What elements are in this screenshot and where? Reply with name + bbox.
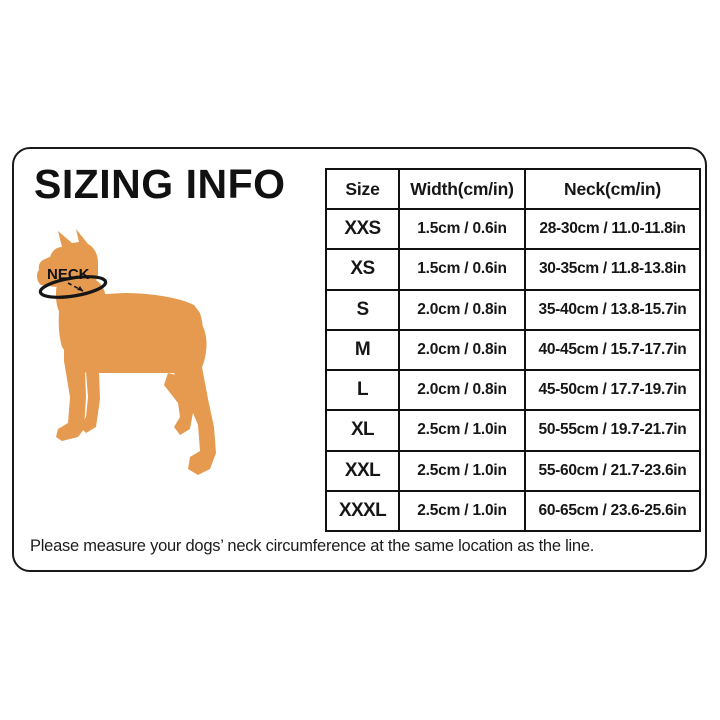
table-row: XXL 2.5cm / 1.0in 55-60cm / 21.7-23.6in — [325, 449, 701, 492]
cell-size: XL — [325, 409, 400, 452]
cell-size: XS — [325, 248, 400, 291]
column-header-size: Size — [325, 168, 400, 210]
column-header-width: Width(cm/in) — [398, 168, 526, 210]
cell-neck: 60-65cm / 23.6-25.6in — [524, 489, 701, 533]
measurement-instruction: Please measure your dogs’ neck circumfer… — [30, 537, 595, 555]
cell-neck: 55-60cm / 21.7-23.6in — [524, 449, 701, 492]
cell-width: 2.0cm / 0.8in — [398, 328, 526, 372]
cell-width: 2.0cm / 0.8in — [398, 368, 526, 412]
cell-neck: 35-40cm / 13.8-15.7in — [524, 288, 701, 331]
size-table: Size Width(cm/in) Neck(cm/in) XXS 1.5cm … — [325, 168, 701, 533]
cell-neck: 50-55cm / 19.7-21.7in — [524, 409, 701, 452]
table-row: S 2.0cm / 0.8in 35-40cm / 13.8-15.7in — [325, 288, 701, 331]
neck-measure-ellipse — [38, 275, 108, 299]
dog-illustration: NECK — [28, 221, 318, 526]
cell-neck: 28-30cm / 11.0-11.8in — [524, 207, 701, 251]
table-row: M 2.0cm / 0.8in 40-45cm / 15.7-17.7in — [325, 328, 701, 372]
table-row: L 2.0cm / 0.8in 45-50cm / 17.7-19.7in — [325, 368, 701, 412]
table-row: XXXL 2.5cm / 1.0in 60-65cm / 23.6-25.6in — [325, 489, 701, 533]
cell-width: 1.5cm / 0.6in — [398, 248, 526, 291]
cell-width: 1.5cm / 0.6in — [398, 207, 526, 251]
table-row: XS 1.5cm / 0.6in 30-35cm / 11.8-13.8in — [325, 248, 701, 291]
cell-size: S — [325, 288, 400, 331]
cell-size: XXS — [325, 207, 400, 251]
cell-size: L — [325, 368, 400, 412]
cell-width: 2.5cm / 1.0in — [398, 489, 526, 533]
dog-silhouette-icon: NECK — [36, 229, 216, 475]
cell-width: 2.0cm / 0.8in — [398, 288, 526, 331]
sizing-info-card: SIZING INFO — [12, 147, 707, 572]
size-table-container: Size Width(cm/in) Neck(cm/in) XXS 1.5cm … — [325, 168, 701, 533]
cell-size: M — [325, 328, 400, 372]
cell-width: 2.5cm / 1.0in — [398, 409, 526, 452]
left-panel: SIZING INFO — [14, 149, 326, 531]
cell-width: 2.5cm / 1.0in — [398, 449, 526, 492]
cell-size: XXXL — [325, 489, 400, 533]
column-header-neck: Neck(cm/in) — [524, 168, 701, 210]
cell-neck: 30-35cm / 11.8-13.8in — [524, 248, 701, 291]
cell-neck: 45-50cm / 17.7-19.7in — [524, 368, 701, 412]
cell-size: XXL — [325, 449, 400, 492]
table-header-row: Size Width(cm/in) Neck(cm/in) — [325, 168, 701, 210]
page-title: SIZING INFO — [34, 161, 286, 207]
table-row: XL 2.5cm / 1.0in 50-55cm / 19.7-21.7in — [325, 409, 701, 452]
cell-neck: 40-45cm / 15.7-17.7in — [524, 328, 701, 372]
table-row: XXS 1.5cm / 0.6in 28-30cm / 11.0-11.8in — [325, 207, 701, 251]
neck-label-text: NECK — [47, 266, 90, 283]
